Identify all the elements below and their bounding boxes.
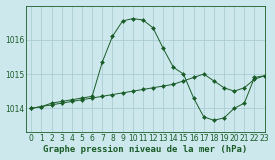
X-axis label: Graphe pression niveau de la mer (hPa): Graphe pression niveau de la mer (hPa) <box>43 145 248 154</box>
